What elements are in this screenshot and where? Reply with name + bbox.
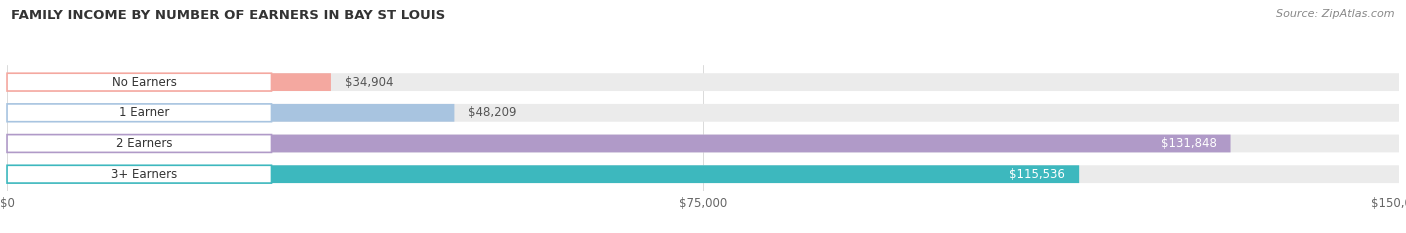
FancyBboxPatch shape <box>7 73 1399 91</box>
Text: $115,536: $115,536 <box>1010 168 1066 181</box>
FancyBboxPatch shape <box>7 165 1399 183</box>
FancyBboxPatch shape <box>7 104 454 122</box>
Text: Source: ZipAtlas.com: Source: ZipAtlas.com <box>1277 9 1395 19</box>
FancyBboxPatch shape <box>7 165 1080 183</box>
FancyBboxPatch shape <box>7 104 1399 122</box>
FancyBboxPatch shape <box>7 135 1399 152</box>
Text: 2 Earners: 2 Earners <box>117 137 173 150</box>
Text: FAMILY INCOME BY NUMBER OF EARNERS IN BAY ST LOUIS: FAMILY INCOME BY NUMBER OF EARNERS IN BA… <box>11 9 446 22</box>
FancyBboxPatch shape <box>7 135 1230 152</box>
FancyBboxPatch shape <box>7 73 271 91</box>
Text: No Earners: No Earners <box>112 76 177 89</box>
Text: $131,848: $131,848 <box>1161 137 1216 150</box>
Text: 3+ Earners: 3+ Earners <box>111 168 177 181</box>
FancyBboxPatch shape <box>7 165 271 183</box>
Text: $48,209: $48,209 <box>468 106 517 119</box>
FancyBboxPatch shape <box>7 73 330 91</box>
Text: $34,904: $34,904 <box>344 76 394 89</box>
Text: 1 Earner: 1 Earner <box>120 106 170 119</box>
FancyBboxPatch shape <box>7 104 271 122</box>
FancyBboxPatch shape <box>7 135 271 152</box>
